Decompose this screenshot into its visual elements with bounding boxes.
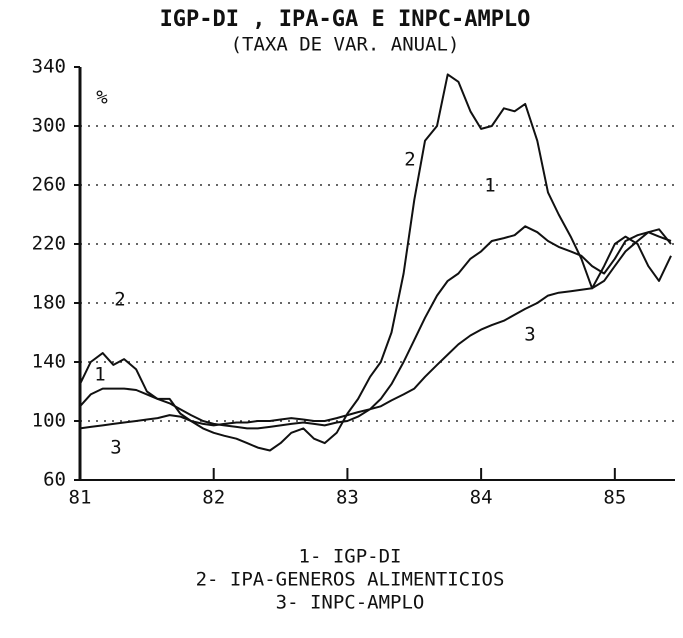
series-annotation: 3 — [110, 437, 121, 459]
y-unit: % — [96, 87, 108, 109]
y-tick-label: 140 — [32, 351, 66, 373]
series-annotation: 2 — [404, 149, 415, 171]
series-line — [79, 225, 672, 430]
series-annotation: 1 — [94, 364, 105, 386]
y-tick-label: 220 — [32, 233, 66, 255]
x-tick-label: 84 — [470, 487, 493, 509]
x-tick-label: 83 — [336, 487, 359, 509]
x-tick-label: 81 — [69, 487, 92, 509]
y-tick-label: 100 — [32, 410, 66, 432]
x-tick-label: 85 — [603, 487, 626, 509]
y-tick-label: 260 — [32, 174, 66, 196]
chart-subtitle: (TAXA DE VAR. ANUAL) — [231, 34, 460, 56]
chart-title: IGP-DI , IPA-GA E INPC-AMPLO — [160, 7, 531, 32]
x-tick-label: 82 — [202, 487, 225, 509]
legend-entry: 2- IPA-GENEROS ALIMENTICIOS — [196, 569, 505, 591]
y-tick-label: 340 — [32, 56, 66, 78]
series-annotation: 2 — [114, 289, 125, 311]
legend-entry: 1- IGP-DI — [299, 546, 402, 568]
series-annotation: 3 — [524, 324, 535, 346]
series-annotation: 1 — [484, 175, 495, 197]
series-line — [79, 228, 672, 430]
y-tick-label: 60 — [43, 469, 66, 491]
y-tick-label: 300 — [32, 115, 66, 137]
legend-entry: 3- INPC-AMPLO — [276, 592, 425, 614]
y-tick-label: 180 — [32, 292, 66, 314]
series-line — [79, 73, 672, 452]
